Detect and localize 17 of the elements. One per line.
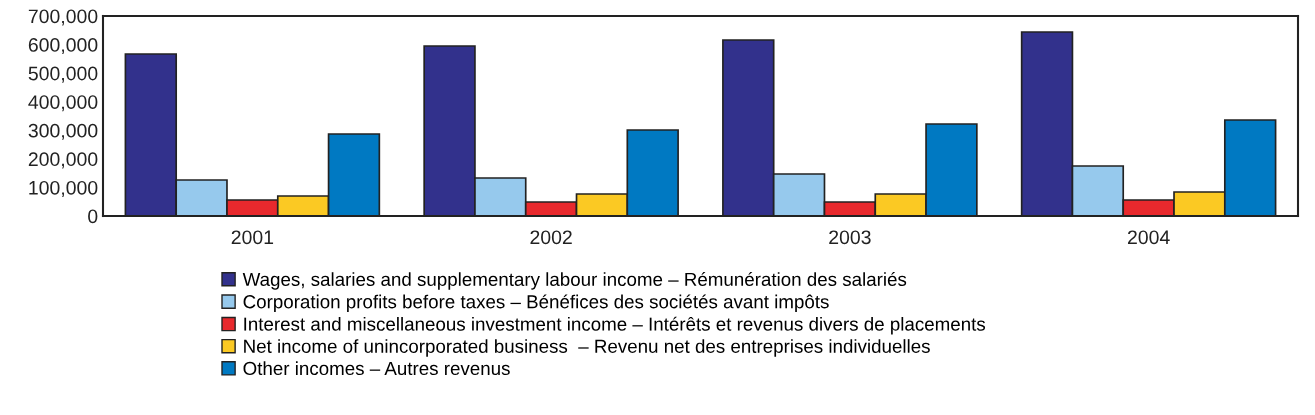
y-tick-label: 400,000 — [28, 95, 98, 112]
y-tick-label: 700,000 — [28, 9, 98, 26]
y-tick-label: 600,000 — [28, 38, 98, 55]
legend-label: Other incomes – Autres revenus — [243, 361, 510, 376]
legend-label: Net income of unincorporated business – Revenu net des entreprises individuelles — [244, 339, 930, 357]
y-tick-label: 300,000 — [28, 123, 98, 140]
x-tick-label: 2001 — [231, 230, 274, 245]
y-tick-label: 200,000 — [28, 152, 98, 169]
y-tick-label: 500,000 — [28, 66, 98, 83]
x-tick-label: 2004 — [1127, 230, 1170, 245]
x-tick-label: 2002 — [530, 230, 572, 245]
legend-label: Interest and miscellaneous investment income – Intérêts et revenus divers de placements — [244, 316, 986, 335]
y-tick-label: 0 — [88, 209, 98, 224]
y-tick-label: 100,000 — [29, 180, 98, 197]
legend-label: Corporation profits before taxes – Bénéfices des sociétés avant impôts — [243, 294, 829, 313]
legend-label: Wages, salaries and supplementary labour income – Rémunération des salariés — [242, 272, 907, 290]
x-tick-label: 2003 — [829, 230, 871, 245]
